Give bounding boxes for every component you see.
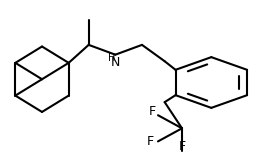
Text: H: H [109,53,116,63]
Text: F: F [178,140,185,153]
Text: N: N [111,56,120,69]
Text: F: F [149,105,156,118]
Text: F: F [146,135,154,148]
